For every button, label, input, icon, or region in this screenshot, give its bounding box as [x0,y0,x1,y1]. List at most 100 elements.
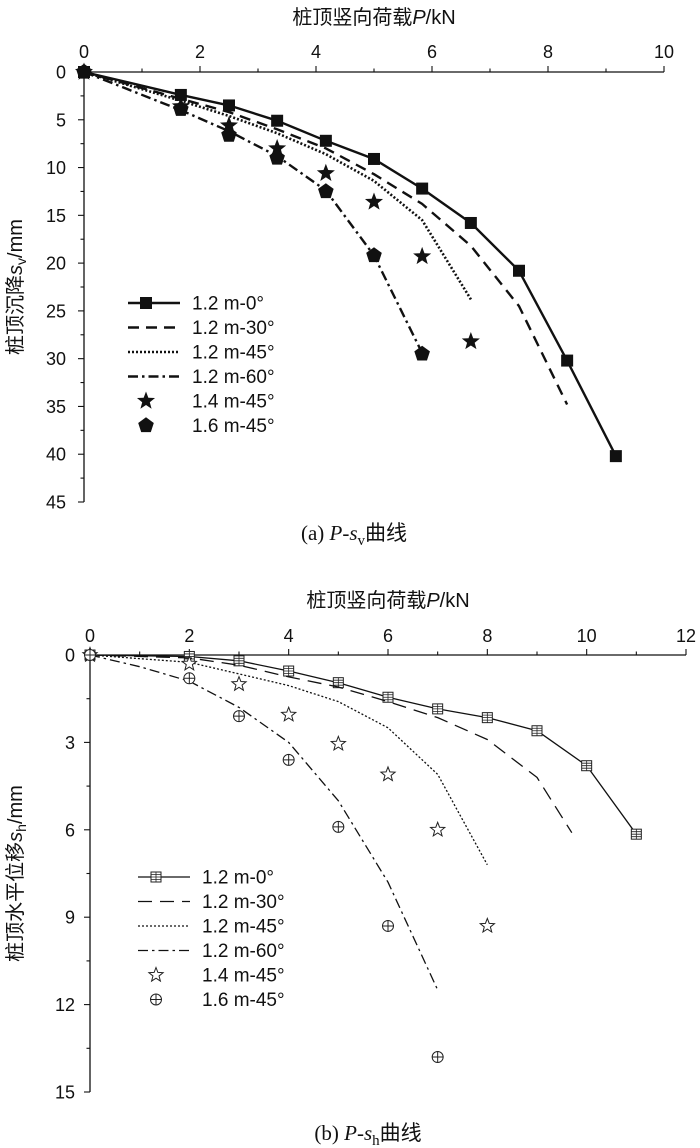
data-point [271,114,284,127]
data-point [413,246,432,265]
series-2 [89,654,488,866]
x-tick-label: 4 [311,42,321,62]
data-point [233,710,245,723]
data-point [382,919,394,932]
legend-marker [150,871,162,883]
legend-item: 1.4 m-45° [136,391,275,413]
series-line [83,70,617,457]
data-point [223,99,235,112]
marker-grid [151,872,161,882]
series-3 [89,654,439,991]
data-point [431,1051,444,1064]
text-part: s [5,832,27,842]
data-point [414,345,430,361]
text-part: 曲线 [380,1121,422,1145]
marker-cross [84,649,96,661]
marker-cross [283,754,295,766]
series-line [89,654,573,834]
data-point [464,216,477,229]
series-line [83,70,569,406]
y-tick-label: 12 [55,995,75,1015]
data-point [173,101,189,116]
text-part: 曲线 [365,521,407,545]
marker-grid [333,677,344,688]
legend-item: 1.2 m-30° [138,892,285,913]
marker-grid [383,692,393,703]
x-tick-label: 8 [482,626,492,646]
series-2 [83,70,473,301]
text-part: P [343,1121,357,1145]
y-tick-label: 30 [46,349,66,369]
text-part: /kN [440,590,470,612]
y-tick-label: 45 [46,493,66,513]
marker-cross [150,994,162,1005]
series-5 [76,63,430,361]
data-point [581,760,593,772]
marker-grid [532,725,542,736]
data-point [366,247,382,263]
marker-grid [432,703,443,714]
data-point [280,705,298,722]
series-line [89,654,637,835]
x-tick-label: 4 [284,626,294,646]
marker-grid [234,655,244,666]
data-point [364,192,384,210]
series-1 [83,70,569,406]
data-point [219,116,239,134]
legend-label: 1.2 m-60° [202,941,285,962]
data-point [180,654,198,671]
legend-label: 1.6 m-45° [192,416,275,437]
y-axis-title: 桩顶水平位移sh/mm [4,785,29,962]
marker-cross [183,672,195,684]
text-part: h [372,1133,380,1148]
legend-label: 1.4 m-45° [202,966,285,987]
text-part: 桩顶竖向荷载 [292,6,412,29]
data-point [609,450,622,463]
legend-marker [136,391,156,409]
legend-label: 1.2 m-0° [192,294,264,315]
y-tick-label: 35 [46,397,66,417]
data-point [513,264,525,277]
legend-label: 1.4 m-45° [192,392,275,413]
text-part: P [426,590,440,612]
data-point [221,126,237,142]
data-point [268,138,287,157]
y-tick-label: 10 [46,158,66,178]
legend-marker [150,993,162,1006]
legend-item: 1.2 m-0° [128,294,264,315]
x-tick-label: 0 [79,42,89,62]
x-tick-label: 2 [184,626,194,646]
legend-marker [147,966,165,983]
series-4 [81,646,496,934]
legend-label: 1.2 m-30° [192,318,275,339]
text-part: -s [357,1121,372,1145]
legend-item: 1.2 m-0° [138,868,274,889]
text-part: (a) [301,521,330,545]
data-point [432,703,444,715]
y-tick-label: 25 [46,301,66,321]
figure-caption: (a) P-sv曲线 [301,521,407,549]
text-part: P [329,521,343,545]
series-1 [89,654,573,834]
series-line [83,70,473,301]
data-point [630,828,642,840]
data-point [319,134,332,147]
data-point [461,331,480,350]
legend-item: 1.2 m-45° [128,343,275,364]
data-point [561,354,574,367]
marker-cross [382,920,394,932]
text-part: h [13,824,29,832]
data-point [329,734,347,752]
legend-label: 1.6 m-45° [202,990,285,1011]
data-point [481,712,493,724]
legend-item: 1.6 m-45° [150,990,285,1011]
x-axis-title: 桩顶竖向荷载P/kN [292,6,455,29]
text-part: /mm [5,785,27,824]
y-tick-label: 15 [46,206,66,226]
data-point [318,183,334,199]
x-tick-label: 8 [543,42,553,62]
series-line [89,654,439,991]
y-axis-title: 桩顶沉降sv/mm [4,219,29,355]
data-point [531,725,543,737]
marker-cross [432,1051,444,1063]
